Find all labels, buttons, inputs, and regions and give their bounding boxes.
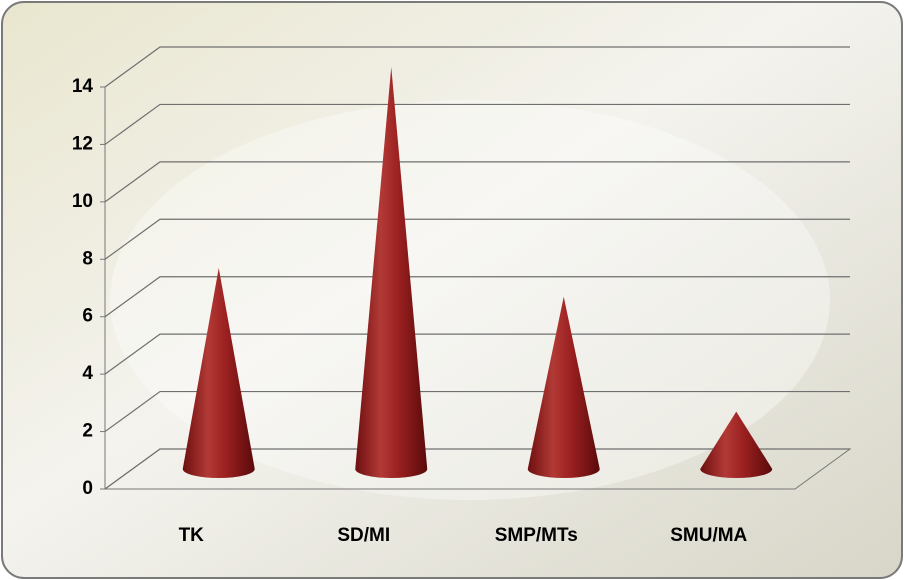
- y-tick-label: 2: [82, 421, 93, 442]
- cone: [700, 411, 773, 478]
- x-tick-label: TK: [179, 525, 205, 546]
- grid-line: [104, 161, 850, 203]
- y-tick-label: 4: [82, 363, 93, 384]
- y-tick-label: 8: [82, 248, 93, 269]
- cone: [527, 296, 600, 478]
- grid-line: [104, 276, 850, 318]
- x-tick-label: SMU/MA: [670, 525, 747, 546]
- grid-line: [104, 103, 850, 145]
- grid-line: [104, 46, 850, 88]
- y-tick-label: 14: [72, 76, 94, 97]
- grid-line: [104, 448, 850, 490]
- grid-line: [104, 333, 850, 375]
- grid-line: [104, 390, 850, 433]
- cone: [182, 268, 255, 478]
- y-tick-label: 0: [82, 478, 93, 499]
- y-tick-label: 6: [82, 306, 93, 327]
- grid-line: [104, 218, 850, 260]
- y-tick-label: 12: [72, 133, 93, 154]
- y-tick-label: 10: [72, 191, 93, 212]
- backdrop: [110, 100, 830, 500]
- x-tick-label: SMP/MTs: [495, 525, 578, 546]
- x-tick-label: SD/MI: [337, 525, 390, 546]
- cone: [355, 67, 428, 478]
